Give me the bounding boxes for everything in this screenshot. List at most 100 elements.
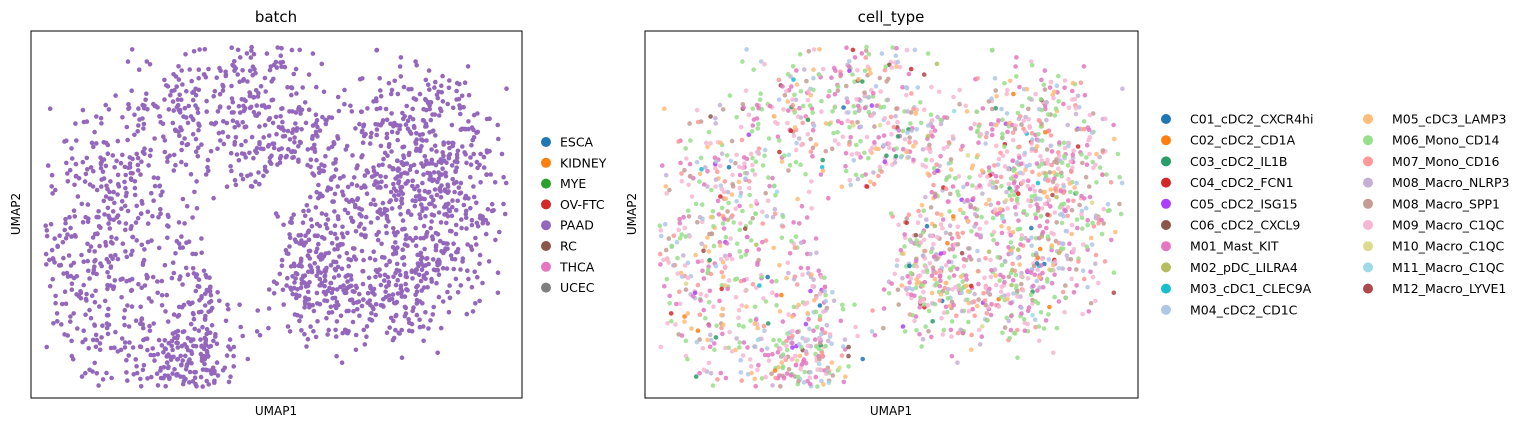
- batch-point: [353, 229, 359, 234]
- batch-point: [447, 145, 452, 151]
- cell-type-point: [997, 278, 1002, 283]
- batch-point: [207, 289, 213, 294]
- batch-point: [96, 383, 101, 388]
- batch-point: [89, 140, 95, 146]
- batch-point: [294, 295, 299, 301]
- batch-point: [435, 262, 440, 268]
- batch-point: [67, 214, 72, 220]
- cell-type-point: [1029, 97, 1034, 102]
- batch-point: [105, 286, 110, 292]
- cell-type-point: [770, 290, 775, 296]
- cell-type-point: [695, 119, 701, 125]
- cell-type-point: [930, 124, 935, 130]
- batch-point: [321, 89, 327, 95]
- batch-point: [226, 344, 231, 349]
- batch-point: [477, 215, 483, 221]
- batch-point: [231, 353, 236, 359]
- cell-type-point: [851, 123, 856, 128]
- cell-type-point: [674, 239, 680, 245]
- batch-point: [64, 270, 70, 276]
- cell-type-point: [713, 165, 718, 171]
- batch-point: [139, 285, 144, 291]
- batch-point: [122, 340, 128, 345]
- batch-point: [264, 51, 270, 56]
- batch-point: [443, 246, 448, 251]
- cell-type-point: [1004, 91, 1009, 97]
- batch-points: [43, 44, 509, 389]
- batch-point: [238, 324, 243, 330]
- batch-point: [360, 76, 365, 81]
- cell-type-point: [700, 268, 705, 274]
- cell-type-point: [796, 302, 801, 308]
- cell-type-point: [1033, 252, 1039, 258]
- cell-type-point: [1039, 206, 1045, 211]
- batch-point: [331, 140, 337, 145]
- batch-point: [193, 103, 198, 108]
- cell-type-point: [752, 321, 757, 327]
- batch-point: [424, 138, 429, 143]
- batch-point: [418, 215, 423, 221]
- cell-type-point: [743, 88, 749, 93]
- cell-type-point: [1034, 278, 1039, 284]
- batch-point: [436, 170, 441, 175]
- cell-type-point: [1033, 148, 1038, 154]
- batch-point: [169, 338, 175, 344]
- cell-type-point: [895, 287, 901, 293]
- batch-point: [91, 267, 97, 273]
- batch-point: [138, 321, 143, 327]
- cell-type-point: [797, 105, 802, 111]
- cell-type-point: [889, 131, 894, 137]
- batch-point: [422, 246, 427, 252]
- batch-point: [224, 184, 230, 189]
- batch-point: [430, 161, 435, 166]
- cell-type-point: [733, 160, 738, 166]
- batch-point: [428, 225, 434, 231]
- batch-point: [96, 209, 101, 214]
- batch-point: [328, 263, 334, 268]
- cell-type-point: [913, 285, 919, 291]
- batch-point: [105, 205, 111, 211]
- cell-type-point: [717, 298, 722, 304]
- cell-type-point: [928, 129, 934, 135]
- batch-point: [299, 281, 305, 286]
- cell-type-point: [756, 151, 762, 157]
- batch-point: [130, 248, 135, 254]
- cell-type-point: [989, 268, 994, 273]
- batch-point: [147, 62, 153, 67]
- batch-point: [402, 170, 408, 176]
- batch-point: [115, 213, 121, 218]
- cell-type-point: [810, 154, 815, 159]
- batch-point: [199, 236, 204, 241]
- batch-point: [50, 276, 55, 282]
- batch-point: [303, 233, 308, 238]
- batch-point: [161, 134, 166, 139]
- cell-type-point: [1097, 154, 1102, 160]
- cell-type-point: [956, 192, 961, 198]
- batch-point: [435, 350, 441, 356]
- cell-type-point: [791, 277, 797, 282]
- batch-point: [285, 85, 290, 90]
- batch-point: [279, 146, 285, 151]
- cell-type-point: [989, 302, 994, 307]
- cell-type-point: [711, 304, 716, 309]
- cell-type-point: [999, 224, 1004, 229]
- batch-point: [302, 100, 308, 105]
- batch-point: [234, 152, 240, 157]
- cell-type-point: [1062, 85, 1067, 91]
- batch-point: [344, 143, 350, 149]
- batch-point: [258, 84, 264, 89]
- batch-point: [79, 252, 84, 258]
- cell-type-point: [963, 257, 969, 263]
- batch-point: [215, 290, 220, 295]
- cell-type-point: [1118, 211, 1124, 217]
- cell-type-point: [1012, 205, 1018, 210]
- cell-type-point: [763, 374, 768, 380]
- cell-type-point: [734, 241, 740, 246]
- cell-type-point: [820, 66, 826, 72]
- cell-type-point: [946, 259, 952, 265]
- cell-type-point: [961, 263, 967, 269]
- cell-type-point: [817, 356, 822, 362]
- batch-point: [357, 212, 363, 217]
- cell-type-point: [945, 199, 951, 204]
- batch-point: [371, 168, 377, 174]
